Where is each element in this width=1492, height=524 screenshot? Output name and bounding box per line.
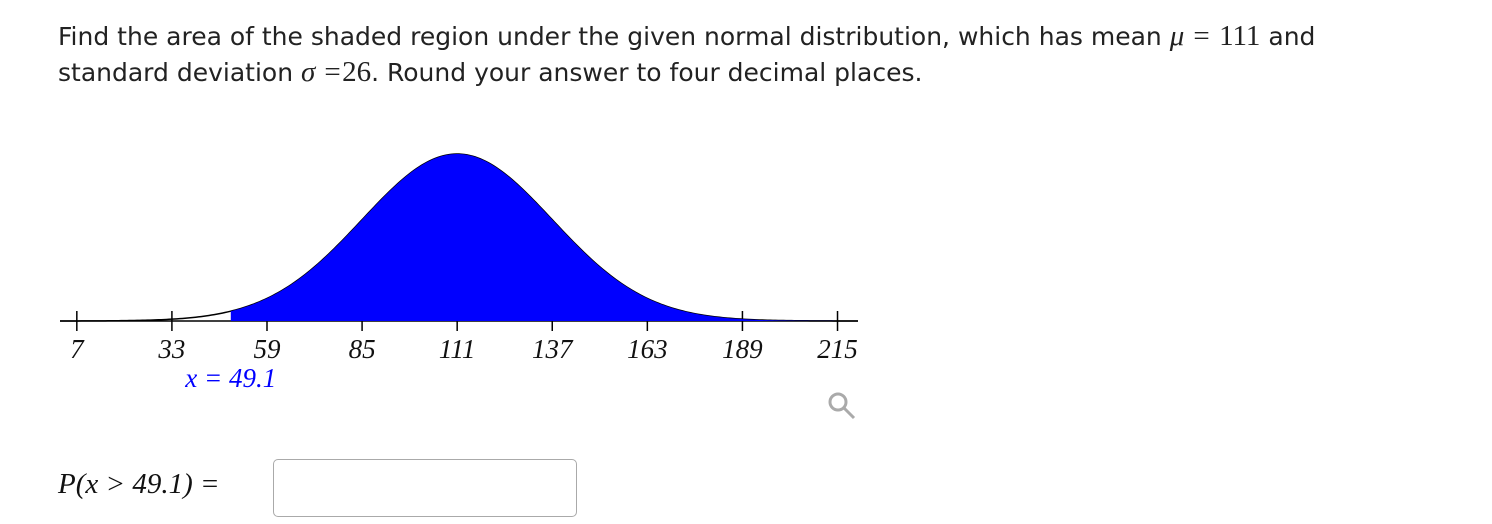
mean-value: 111 <box>1219 20 1261 52</box>
answer-label: P(x > 49.1) = <box>58 468 220 500</box>
question-text: Find the area of the shaded region under… <box>58 22 1162 51</box>
question-line-2: standard deviation σ =26. Round your ans… <box>58 56 922 89</box>
x-tick-label: 7 <box>70 334 85 364</box>
sd-label: σ = <box>301 56 343 88</box>
x-tick-label: 189 <box>722 334 763 364</box>
question-text: standard deviation <box>58 58 294 87</box>
zoom-handle <box>842 406 856 420</box>
answer-input[interactable] <box>273 459 577 517</box>
threshold-label: x = 49.1 <box>184 363 276 393</box>
sd-value: 26 <box>342 56 372 88</box>
shaded-region <box>230 154 859 321</box>
x-tick-label: 59 <box>253 334 281 364</box>
question-text: and <box>1268 22 1316 51</box>
question-line-1: Find the area of the shaded region under… <box>58 20 1315 53</box>
x-tick-label: 163 <box>627 334 668 364</box>
x-tick-label: 215 <box>817 334 858 364</box>
zoom-lens <box>828 392 848 412</box>
x-tick-label: 85 <box>349 334 376 364</box>
mean-label: μ = <box>1169 20 1212 52</box>
zoom-icon[interactable] <box>828 392 856 420</box>
x-tick-label: 33 <box>157 334 185 364</box>
x-tick-label: 137 <box>532 334 574 364</box>
question-text: . Round your answer to four decimal plac… <box>371 58 923 87</box>
x-tick-label: 111 <box>439 334 476 364</box>
